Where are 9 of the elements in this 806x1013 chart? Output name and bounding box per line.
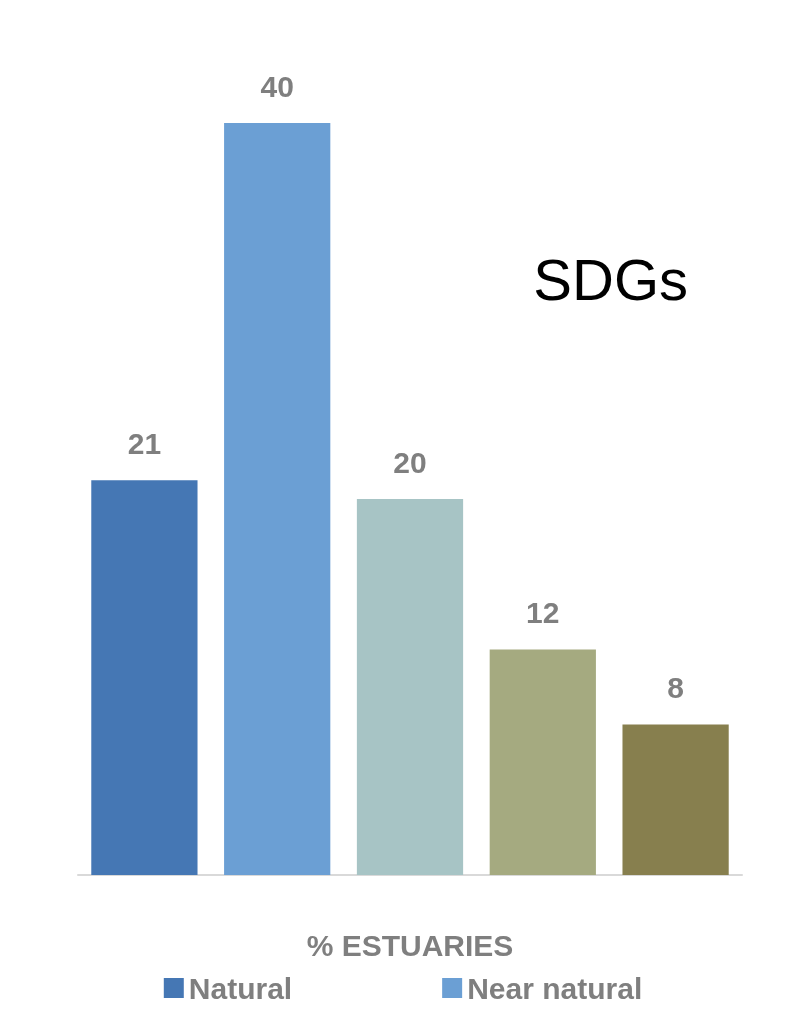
data-label: 12 bbox=[526, 595, 560, 629]
legend-label: Natural bbox=[188, 971, 293, 1005]
data-label: 21 bbox=[127, 426, 162, 460]
data-label: 40 bbox=[260, 69, 294, 103]
x-axis-title: % ESTUARIES bbox=[306, 928, 514, 962]
annotation: SDGs bbox=[533, 246, 688, 312]
legend-label: Near natural bbox=[467, 971, 643, 1005]
data-label: 20 bbox=[393, 445, 427, 479]
data-label: 8 bbox=[667, 671, 684, 705]
